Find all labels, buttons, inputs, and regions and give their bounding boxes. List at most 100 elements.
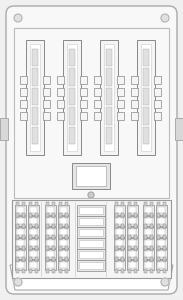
Bar xyxy=(35,213,38,217)
Bar xyxy=(0,118,8,140)
Bar xyxy=(22,257,25,261)
Bar xyxy=(156,216,167,226)
Bar xyxy=(65,246,68,250)
Bar xyxy=(128,246,131,250)
Bar xyxy=(157,247,160,251)
Bar xyxy=(65,202,68,206)
Bar xyxy=(52,258,55,262)
Bar xyxy=(76,166,106,186)
Bar xyxy=(46,257,49,261)
Bar xyxy=(129,262,136,268)
Bar xyxy=(65,213,68,217)
Bar xyxy=(47,207,54,213)
Bar xyxy=(127,216,138,226)
Bar xyxy=(60,218,67,224)
Bar xyxy=(127,260,138,270)
Bar xyxy=(22,202,25,206)
Bar xyxy=(106,68,112,86)
Bar xyxy=(128,224,131,228)
Bar xyxy=(32,68,38,86)
Bar xyxy=(150,247,153,251)
Bar xyxy=(128,235,131,239)
Bar xyxy=(144,214,147,218)
Bar xyxy=(116,229,123,235)
Bar xyxy=(17,251,24,257)
Bar xyxy=(16,257,19,261)
Bar xyxy=(32,49,38,66)
Bar xyxy=(28,260,39,270)
Bar xyxy=(47,240,54,246)
Bar xyxy=(15,249,26,259)
Bar xyxy=(141,44,151,151)
Bar xyxy=(35,258,38,262)
Bar xyxy=(52,213,55,217)
Bar xyxy=(143,227,154,237)
Bar xyxy=(144,258,147,262)
Bar xyxy=(57,76,64,83)
Circle shape xyxy=(14,278,22,286)
Bar xyxy=(79,251,103,258)
Bar xyxy=(59,247,62,251)
Bar xyxy=(156,227,167,237)
Bar xyxy=(79,240,103,247)
Bar xyxy=(143,249,154,259)
Bar xyxy=(30,44,40,151)
Bar xyxy=(158,240,165,246)
Bar xyxy=(145,229,152,235)
Bar xyxy=(129,251,136,257)
Bar xyxy=(115,224,118,228)
Bar xyxy=(29,236,32,240)
Bar xyxy=(145,240,152,246)
Bar xyxy=(134,224,137,228)
Bar xyxy=(117,76,124,83)
Bar xyxy=(35,247,38,251)
Bar xyxy=(46,236,49,240)
Bar xyxy=(72,163,110,189)
Bar xyxy=(143,49,149,66)
Bar xyxy=(115,214,118,218)
Bar xyxy=(106,49,112,66)
Bar xyxy=(77,216,105,227)
Bar xyxy=(127,227,138,237)
Bar xyxy=(134,257,137,261)
Bar xyxy=(117,88,124,95)
Bar xyxy=(134,258,137,262)
Polygon shape xyxy=(10,265,173,290)
Bar xyxy=(52,202,55,206)
Bar xyxy=(134,202,137,206)
Bar xyxy=(94,88,101,95)
Bar xyxy=(131,100,138,107)
Bar xyxy=(57,88,64,95)
Bar xyxy=(150,225,153,229)
Bar xyxy=(121,257,124,261)
Bar xyxy=(127,238,138,248)
Bar xyxy=(129,207,136,213)
Bar xyxy=(57,112,64,119)
Bar xyxy=(158,218,165,224)
Bar xyxy=(116,207,123,213)
Bar xyxy=(121,236,124,240)
Bar xyxy=(47,251,54,257)
Bar xyxy=(143,205,154,215)
Bar xyxy=(45,260,56,270)
Bar xyxy=(58,249,69,259)
Bar xyxy=(158,207,165,213)
Bar xyxy=(106,127,112,144)
FancyBboxPatch shape xyxy=(6,6,177,294)
Bar xyxy=(16,236,19,240)
Bar xyxy=(157,269,160,273)
Bar xyxy=(29,246,32,250)
Bar xyxy=(45,227,56,237)
Bar xyxy=(46,258,49,262)
Bar xyxy=(22,224,25,228)
Bar xyxy=(129,240,136,246)
Bar xyxy=(52,235,55,239)
Bar xyxy=(46,269,49,273)
Bar xyxy=(15,260,26,270)
Bar xyxy=(163,225,166,229)
Bar xyxy=(59,213,62,217)
Bar xyxy=(47,229,54,235)
Bar xyxy=(16,224,19,228)
Bar xyxy=(116,240,123,246)
Bar xyxy=(17,240,24,246)
